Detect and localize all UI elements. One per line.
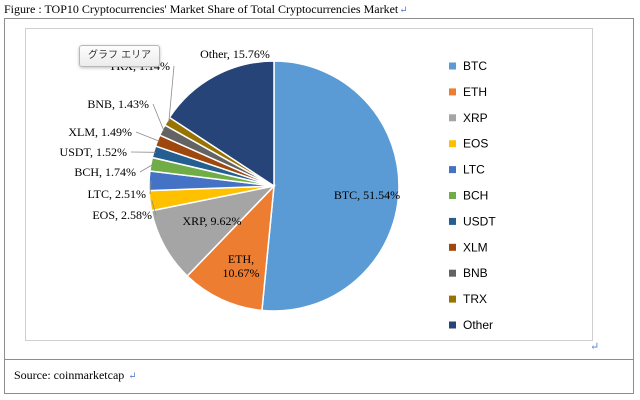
pie-slices	[148, 60, 400, 312]
paragraph-return-mark: ↵	[399, 5, 408, 16]
legend-label-eos: EOS	[463, 137, 488, 151]
pie-slice-btc[interactable]	[261, 60, 400, 312]
data-label-btc: BTC, 51.54%	[334, 188, 400, 202]
leader-line-ltc	[149, 180, 152, 195]
data-label-eth: ETH, 10.67%	[223, 252, 260, 280]
leader-lines	[130, 65, 175, 216]
data-label-ltc: LTC, 2.51%	[87, 187, 146, 201]
legend-swatch-xrp	[449, 114, 456, 122]
table-frame	[4, 18, 634, 394]
legend-label-usdt: USDT	[463, 214, 496, 228]
pie-slice-other[interactable]	[168, 60, 275, 188]
pie-slice-xrp[interactable]	[150, 184, 277, 278]
figure-caption-text: Figure : TOP10 Cryptocurrencies' Market …	[4, 2, 399, 16]
paragraph-return-mark: ↵	[128, 371, 137, 382]
legend-label-xlm: XLM	[463, 240, 488, 254]
legend-swatch-bch	[449, 192, 456, 199]
legend-swatch-other	[449, 321, 456, 329]
leader-line-xlm	[135, 131, 160, 142]
legend-swatch-trx	[449, 295, 456, 303]
data-label-xrp: XRP, 9.62%	[182, 214, 241, 228]
legend-swatch-usdt	[449, 217, 456, 225]
legend-swatch-ltc	[449, 166, 456, 174]
source-note: Source: coinmarketcap ↵	[14, 368, 137, 383]
legend-label-bch: BCH	[463, 189, 488, 203]
legend-swatch-eos	[449, 140, 456, 148]
data-label-bch: BCH, 1.74%	[74, 165, 136, 179]
leader-line-bnb	[152, 103, 165, 132]
leader-line-trx	[168, 65, 175, 123]
leader-line-bch	[139, 164, 154, 173]
leader-line-eos	[151, 200, 157, 216]
legend-label-eth: ETH	[463, 85, 487, 99]
figure-caption: Figure : TOP10 Cryptocurrencies' Market …	[4, 2, 408, 17]
legend-label-bnb: BNB	[463, 266, 488, 280]
chart-area-tooltip: グラフ エリア	[79, 45, 161, 67]
legend-label-other: Other	[463, 318, 493, 332]
source-text: Source: coinmarketcap	[14, 368, 125, 382]
data-label-xlm: XLM, 1.49%	[68, 125, 132, 139]
legend-label-xrp: XRP	[463, 111, 488, 125]
legend-label-trx: TRX	[463, 292, 487, 306]
legend-swatch-btc	[449, 62, 456, 70]
legend-swatch-bnb	[449, 269, 456, 277]
pie-slice-eth[interactable]	[186, 183, 275, 312]
data-label-eos: EOS, 2.58%	[92, 208, 152, 222]
legend-label-ltc: LTC	[463, 163, 485, 177]
data-label-bnb: BNB, 1.43%	[87, 97, 149, 111]
chart-legend: BTC ETH XRP EOS LTC BCH USDT XLM BNB TRX Other	[449, 59, 496, 332]
data-label-usdt: USDT, 1.52%	[60, 145, 127, 159]
legend-label-btc: BTC	[463, 59, 487, 73]
table-row-divider	[4, 359, 634, 360]
legend-swatch-eth	[449, 88, 456, 96]
cell-end-mark: ↵	[590, 341, 600, 353]
legend-swatch-xlm	[449, 243, 456, 251]
data-label-other: Other, 15.76%	[200, 47, 270, 61]
